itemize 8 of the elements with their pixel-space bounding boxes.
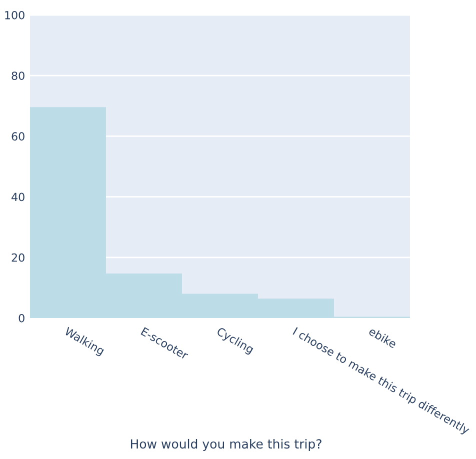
y-tick-label: 40 xyxy=(12,192,24,202)
y-tick-label: 100 xyxy=(5,10,24,20)
y-tick-label: 20 xyxy=(12,253,24,262)
y-tick-label: 60 xyxy=(12,132,24,141)
y-tick-label: 80 xyxy=(12,72,24,80)
y-tick-label: 0 xyxy=(18,314,24,322)
x-axis-title: How would you make this trip? xyxy=(130,438,322,452)
x-tick-label: ebike xyxy=(368,326,398,348)
